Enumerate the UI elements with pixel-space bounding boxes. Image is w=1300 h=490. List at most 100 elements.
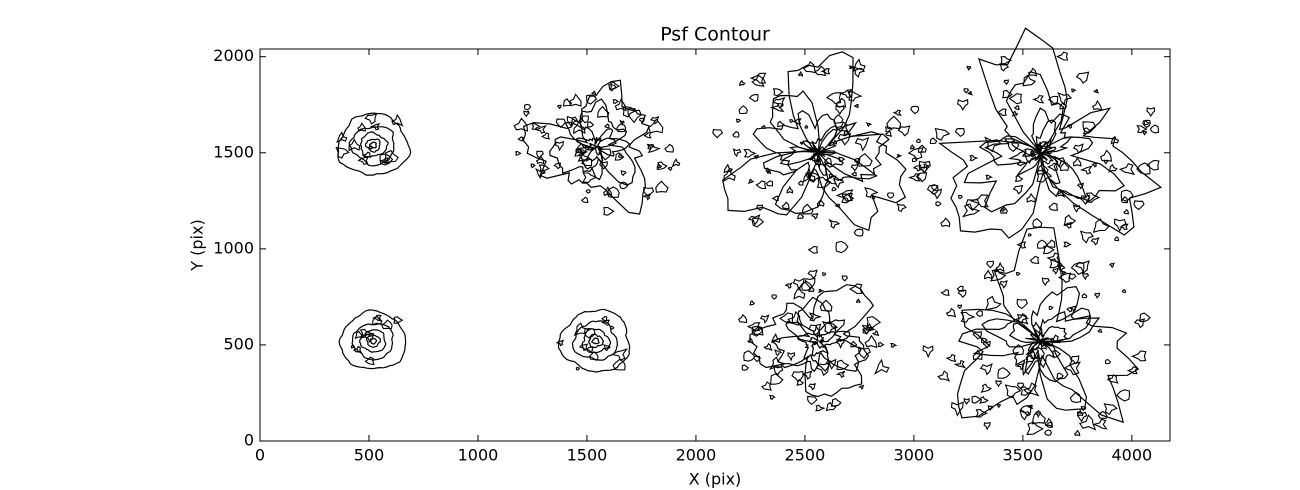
contour-line <box>337 112 412 176</box>
contour-blob <box>557 104 562 110</box>
contour-blob <box>999 63 1010 72</box>
contour-blob <box>1013 105 1020 110</box>
contour-blob <box>612 99 620 105</box>
contour-blob <box>1103 403 1118 415</box>
contour-blob <box>600 319 611 326</box>
contour-blob <box>1052 350 1062 358</box>
contour-blob <box>1075 71 1090 84</box>
contour-blob <box>584 328 596 339</box>
contour-blob <box>643 186 655 198</box>
contour-blob <box>907 147 924 160</box>
contour-blob <box>832 139 838 145</box>
contour-blob <box>737 314 748 324</box>
contour-blob <box>335 147 350 159</box>
contour-blob <box>756 204 764 212</box>
contour-blob <box>566 115 578 128</box>
contour-blob <box>945 353 957 363</box>
contour-blob <box>371 314 383 322</box>
contour-blob <box>922 345 934 359</box>
contour-line <box>963 71 1126 213</box>
y-tick-label: 2000 <box>213 46 254 65</box>
contour-blob <box>642 192 652 201</box>
contour-blob <box>1092 418 1108 430</box>
contour-blob <box>1082 127 1093 135</box>
contour-blob <box>884 126 893 133</box>
contour-blob <box>802 203 814 215</box>
contour-blob <box>573 119 586 135</box>
contour-blob <box>807 245 819 254</box>
contour-blob <box>935 201 942 207</box>
contour-blob <box>582 157 593 167</box>
y-tick-label: 1500 <box>213 142 254 161</box>
contour-blob <box>553 162 562 170</box>
contour-blob <box>1046 252 1061 263</box>
contour-blob <box>1057 272 1072 284</box>
contour-blob <box>575 367 581 371</box>
contour-blob <box>962 203 981 218</box>
contour-blob <box>534 125 548 134</box>
contour-blob <box>617 153 623 158</box>
contour-blob <box>1016 382 1025 390</box>
contour-blob <box>897 125 911 137</box>
contour-blob <box>1079 230 1094 244</box>
contour-blob <box>359 328 374 338</box>
contour-blob <box>1016 241 1027 249</box>
contour-blob <box>985 174 993 180</box>
contour-blob <box>787 310 804 326</box>
contour-blob <box>945 307 957 318</box>
contour-blob <box>1066 123 1074 130</box>
contour-blob <box>1000 208 1006 213</box>
contour-blob <box>886 115 902 130</box>
contour-blob <box>1090 237 1100 246</box>
contour-blob <box>834 203 841 208</box>
contour-blob <box>963 88 970 94</box>
contour-blob <box>1068 273 1077 280</box>
contour-blob <box>854 136 870 152</box>
contour-blob <box>980 337 988 344</box>
contour-blob <box>871 196 876 200</box>
contour-blob <box>982 340 991 349</box>
contour-blob <box>1062 221 1073 229</box>
contour-blob <box>350 344 356 349</box>
contour-blob <box>787 351 796 362</box>
contour-blob <box>1008 93 1023 105</box>
contour-blob <box>536 150 544 159</box>
contour-blob <box>824 175 837 185</box>
contour-blob <box>1066 306 1074 313</box>
contour-blob <box>960 311 976 323</box>
contour-blob <box>816 176 831 188</box>
contour-blob <box>996 403 1001 409</box>
contour-blob <box>770 373 784 385</box>
contour-blob <box>748 94 759 103</box>
contour-blob <box>753 355 761 363</box>
contour-blob <box>588 351 599 361</box>
contour-blob <box>747 337 754 345</box>
x-tick-label: 0 <box>255 446 265 465</box>
contour-blob <box>1133 200 1145 211</box>
contour-blob <box>1030 152 1036 158</box>
contour-blob <box>1031 409 1046 425</box>
contour-blob <box>1025 354 1036 364</box>
contour-blob <box>918 160 931 174</box>
contour-blob <box>1063 214 1077 226</box>
contour-blob <box>798 70 804 77</box>
contour-blob <box>768 394 776 401</box>
contour-blob <box>610 348 628 361</box>
contour-blob <box>735 118 742 123</box>
contour-blob <box>671 158 681 168</box>
contour-blob <box>799 141 804 146</box>
contour-blob <box>987 404 994 411</box>
contour-blob <box>929 137 938 145</box>
contour-blob <box>357 122 366 132</box>
contour-blob <box>808 323 822 336</box>
contour-blob <box>984 295 1002 311</box>
contour-blob <box>824 157 832 165</box>
contour-blob <box>1070 355 1080 365</box>
contour-blob <box>599 161 608 170</box>
contour-blob <box>603 206 615 216</box>
contour-blob <box>1007 141 1020 153</box>
contour-blob <box>1045 421 1053 428</box>
contour-blob <box>530 163 536 169</box>
contour-blob <box>1133 318 1146 329</box>
contour-blob <box>766 169 772 175</box>
